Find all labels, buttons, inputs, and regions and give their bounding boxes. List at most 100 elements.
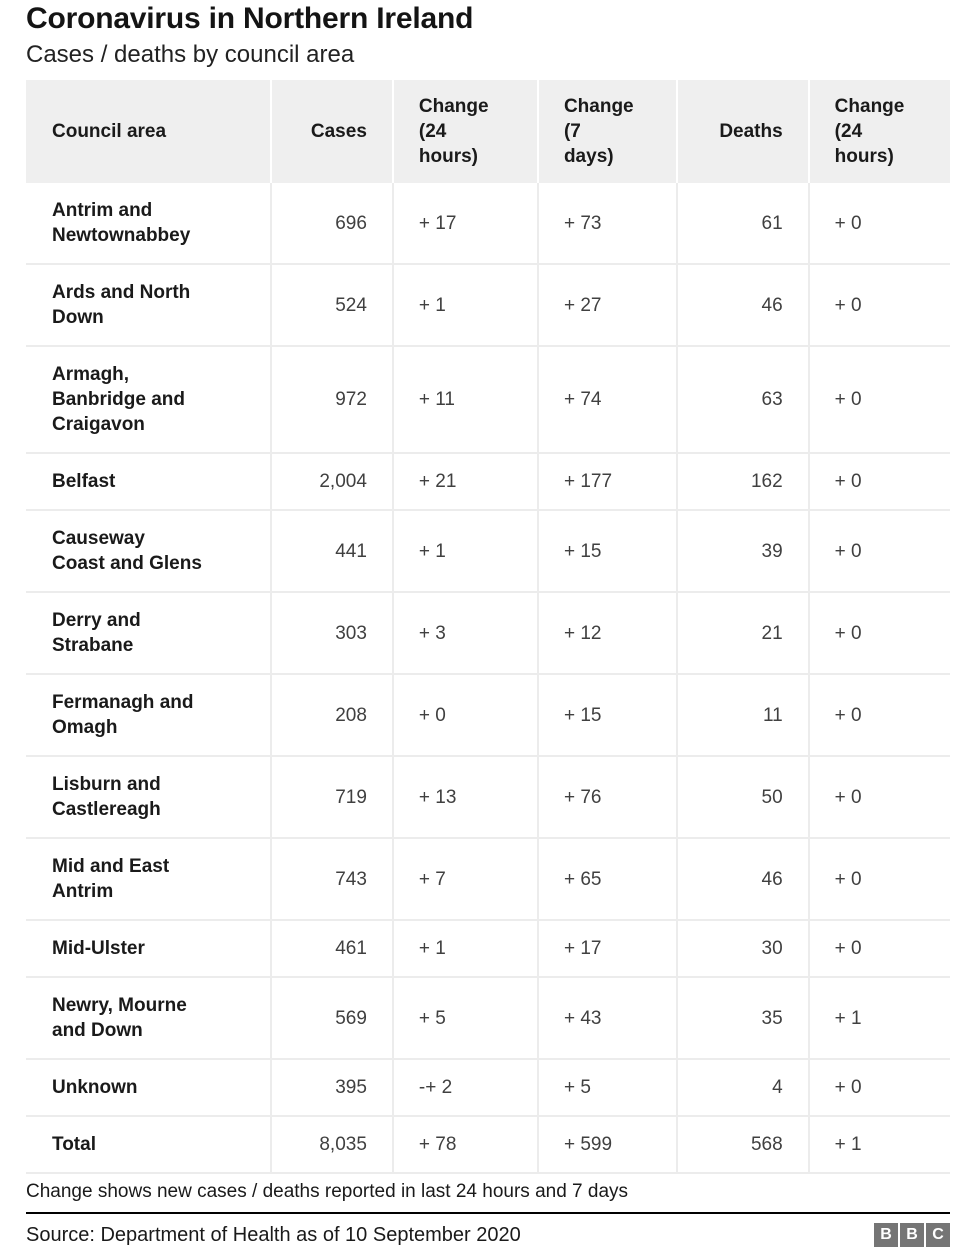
table-header: Council area Cases Change (24 hours) Cha… [26, 80, 950, 183]
change-24h-value: + 7 [391, 837, 537, 919]
deaths-value: 4 [675, 1058, 808, 1115]
header-row: Council area Cases Change (24 hours) Cha… [26, 80, 950, 183]
deaths-value: 63 [675, 345, 808, 452]
change-7d-value: + 177 [536, 452, 676, 509]
change-7d-value: + 74 [536, 345, 676, 452]
change-24h-value: + 1 [391, 919, 537, 976]
deaths-value: 46 [675, 263, 808, 345]
deaths-change-24h-value: + 0 [807, 509, 950, 591]
col-header-change-24h: Change (24 hours) [391, 80, 537, 183]
table-row-total: Total 8,035 + 78 + 599 568 + 1 [26, 1115, 950, 1174]
change-7d-value: + 12 [536, 591, 676, 673]
deaths-change-24h-value: + 1 [807, 976, 950, 1058]
change-7d-value: + 43 [536, 976, 676, 1058]
deaths-value: 39 [675, 509, 808, 591]
table-row-mid-and-east-antrim: Mid and East Antrim 743 + 7 + 65 46 + 0 [26, 837, 950, 919]
change-footnote: Change shows new cases / deaths reported… [26, 1181, 629, 1202]
cases-value: 8,035 [269, 1115, 392, 1174]
bbc-logo-letter-b2: B [900, 1223, 924, 1247]
deaths-value: 46 [675, 837, 808, 919]
cases-value: 2,004 [269, 452, 392, 509]
bbc-logo-letter-c: C [926, 1223, 950, 1247]
bbc-logo-letter-b1: B [874, 1223, 898, 1247]
footer-divider [26, 1212, 950, 1214]
council-name: Derry and Strabane [26, 591, 270, 673]
council-name: Total [26, 1115, 270, 1174]
change-24h-value: + 13 [391, 755, 537, 837]
change-24h-value: + 3 [391, 591, 537, 673]
change-24h-value: + 21 [391, 452, 537, 509]
council-name: Armagh, Banbridge and Craigavon [26, 345, 270, 452]
deaths-value: 61 [675, 183, 808, 263]
deaths-change-24h-value: + 0 [807, 345, 950, 452]
source-bar: Source: Department of Health as of 10 Se… [26, 1223, 950, 1247]
change-7d-value: + 5 [536, 1058, 676, 1115]
deaths-change-24h-value: + 0 [807, 837, 950, 919]
change-24h-value: + 11 [391, 345, 537, 452]
deaths-change-24h-value: + 0 [807, 452, 950, 509]
page-subtitle: Cases / deaths by council area [26, 41, 355, 68]
change-7d-value: + 15 [536, 673, 676, 755]
deaths-change-24h-value: + 1 [807, 1115, 950, 1174]
change-7d-value: + 17 [536, 919, 676, 976]
change-24h-value: -+ 2 [391, 1058, 537, 1115]
cases-value: 696 [269, 183, 392, 263]
table-row-fermanagh-and-omagh: Fermanagh and Omagh 208 + 0 + 15 11 + 0 [26, 673, 950, 755]
cases-value: 743 [269, 837, 392, 919]
council-name: Mid-Ulster [26, 919, 270, 976]
change-24h-value: + 5 [391, 976, 537, 1058]
col-header-cases: Cases [269, 80, 392, 183]
cases-value: 303 [269, 591, 392, 673]
change-7d-value: + 27 [536, 263, 676, 345]
source-text: Source: Department of Health as of 10 Se… [26, 1223, 521, 1246]
change-24h-value: + 78 [391, 1115, 537, 1174]
col-header-deaths-change-24h: Change (24 hours) [807, 80, 950, 183]
council-name: Newry, Mourne and Down [26, 976, 270, 1058]
cases-value: 972 [269, 345, 392, 452]
change-24h-value: + 0 [391, 673, 537, 755]
table-row-ards-and-north-down: Ards and North Down 524 + 1 + 27 46 + 0 [26, 263, 950, 345]
change-24h-value: + 1 [391, 509, 537, 591]
table-row-derry-and-strabane: Derry and Strabane 303 + 3 + 12 21 + 0 [26, 591, 950, 673]
council-name: Unknown [26, 1058, 270, 1115]
council-name: Causeway Coast and Glens [26, 509, 270, 591]
col-header-deaths: Deaths [675, 80, 808, 183]
table-row-lisburn-and-castlereagh: Lisburn and Castlereagh 719 + 13 + 76 50… [26, 755, 950, 837]
table-row-mid-ulster: Mid-Ulster 461 + 1 + 17 30 + 0 [26, 919, 950, 976]
council-name: Lisburn and Castlereagh [26, 755, 270, 837]
table-row-newry-mourne-and-down: Newry, Mourne and Down 569 + 5 + 43 35 +… [26, 976, 950, 1058]
council-name: Fermanagh and Omagh [26, 673, 270, 755]
deaths-value: 11 [675, 673, 808, 755]
deaths-value: 21 [675, 591, 808, 673]
table-row-belfast: Belfast 2,004 + 21 + 177 162 + 0 [26, 452, 950, 509]
change-7d-value: + 76 [536, 755, 676, 837]
change-7d-value: + 15 [536, 509, 676, 591]
council-name: Antrim and Newtownabbey [52, 200, 191, 246]
council-name: Ards and North Down [26, 263, 270, 345]
council-name: Mid and East Antrim [26, 837, 270, 919]
deaths-value: 35 [675, 976, 808, 1058]
change-7d-value: + 65 [536, 837, 676, 919]
table-body: Antrim and Newtownabbey 696 + 17 + 73 61… [26, 183, 950, 1174]
deaths-value: 30 [675, 919, 808, 976]
deaths-change-24h-value: + 0 [807, 263, 950, 345]
change-7d-value: + 599 [536, 1115, 676, 1174]
council-area-table: Council area Cases Change (24 hours) Cha… [26, 80, 950, 1174]
change-7d-value: + 73 [536, 183, 676, 263]
table-row-armagh-banbridge-craigavon: Armagh, Banbridge and Craigavon 972 + 11… [26, 345, 950, 452]
page-title: Coronavirus in Northern Ireland [26, 2, 474, 35]
table-row-antrim-and-newtownabbey: Antrim and Newtownabbey 696 + 17 + 73 61… [26, 183, 950, 263]
change-24h-value: + 1 [391, 263, 537, 345]
deaths-change-24h-value: + 0 [807, 673, 950, 755]
cases-value: 395 [269, 1058, 392, 1115]
deaths-value: 50 [675, 755, 808, 837]
council-name: Belfast [26, 452, 270, 509]
col-header-change-7d: Change (7 days) [536, 80, 676, 183]
cases-value: 524 [269, 263, 392, 345]
deaths-value: 162 [675, 452, 808, 509]
cases-value: 719 [269, 755, 392, 837]
table-row-unknown: Unknown 395 -+ 2 + 5 4 + 0 [26, 1058, 950, 1115]
deaths-change-24h-value: + 0 [807, 183, 950, 263]
cases-value: 569 [269, 976, 392, 1058]
bbc-logo: B B C [874, 1223, 950, 1247]
